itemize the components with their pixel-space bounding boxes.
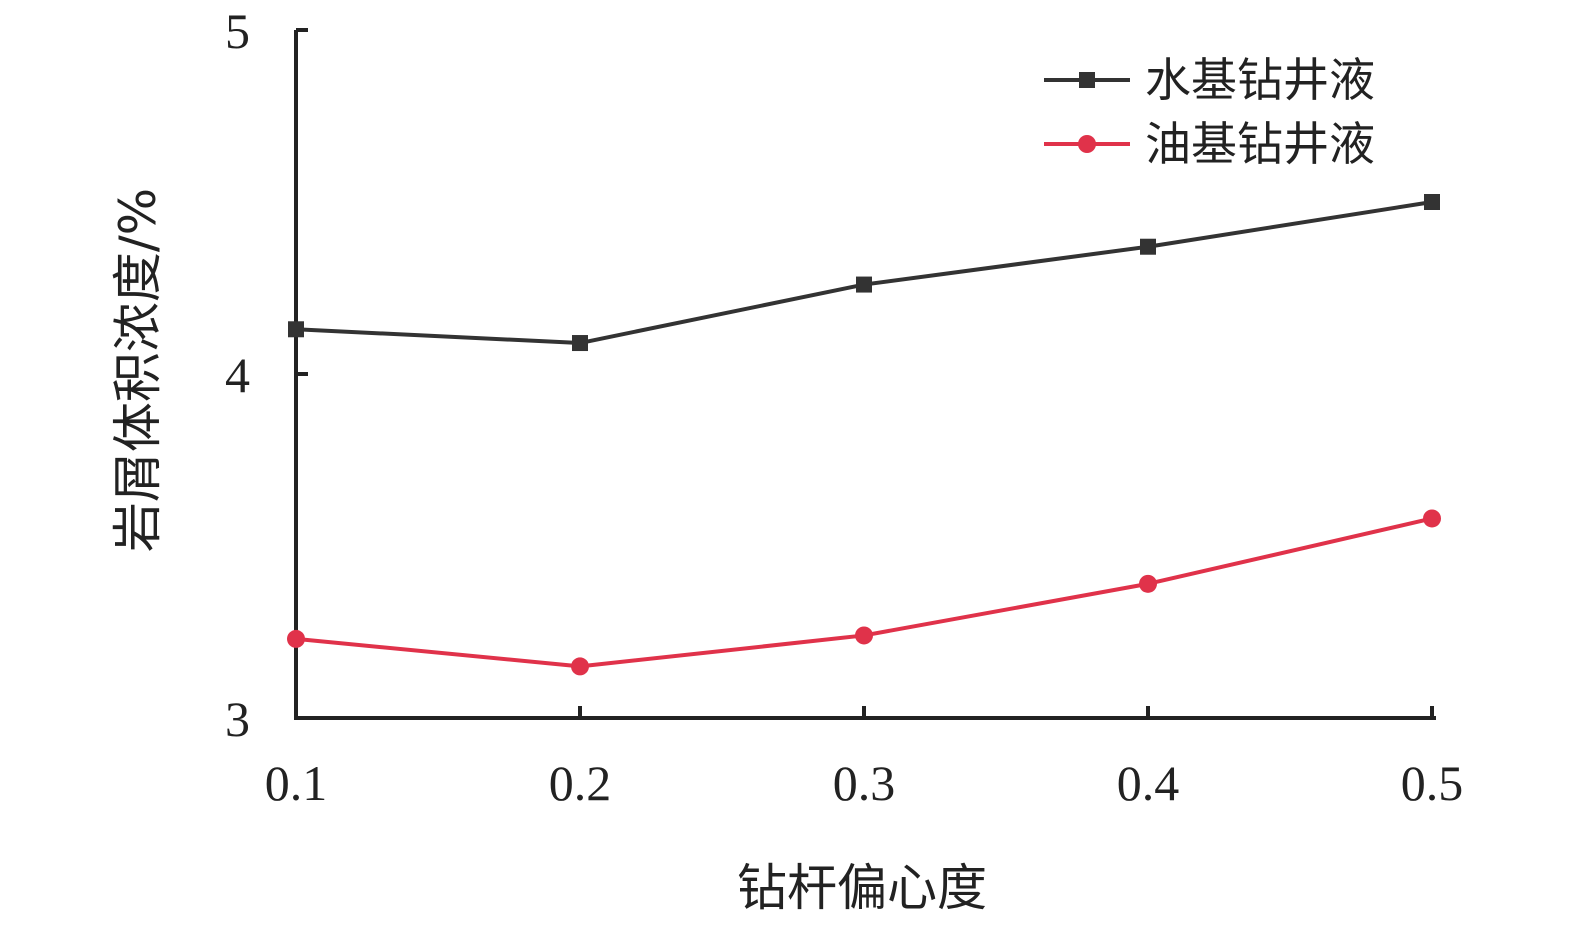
data-point-1	[1139, 574, 1157, 593]
series-line-0	[295, 200, 1433, 346]
data-point-0	[1140, 238, 1156, 255]
legend-marker-0	[1079, 72, 1095, 88]
x-axis-title: 钻杆偏心度	[737, 859, 987, 917]
legend-marker-1	[1078, 135, 1096, 153]
x-ticks: 0.1 0.2 0.3 0.4 0.5	[265, 706, 1464, 811]
data-point-1	[571, 657, 589, 676]
legend-label-0: 水基钻井液	[1145, 53, 1375, 107]
legend-label-1: 油基钻井液	[1145, 117, 1375, 171]
data-point-0	[1424, 194, 1440, 210]
y-tick-label: 3	[225, 691, 250, 747]
data-point-0	[288, 321, 304, 338]
y-ticks: 3 4 5	[225, 3, 308, 747]
x-tick-label: 0.1	[265, 755, 328, 811]
data-point-0	[572, 335, 588, 352]
x-tick-label: 0.5	[1401, 755, 1464, 811]
data-point-1	[1423, 509, 1441, 528]
series-layer	[287, 194, 1441, 676]
x-tick-label: 0.3	[833, 755, 896, 811]
y-tick-label: 4	[225, 347, 250, 403]
y-tick-label: 5	[225, 3, 250, 59]
x-tick-label: 0.2	[549, 755, 612, 811]
data-point-0	[856, 276, 872, 293]
x-tick-label: 0.4	[1117, 755, 1180, 811]
data-point-1	[855, 626, 873, 645]
y-axis-title: 岩屑体积浓度/%	[109, 188, 167, 552]
data-point-1	[287, 629, 305, 648]
